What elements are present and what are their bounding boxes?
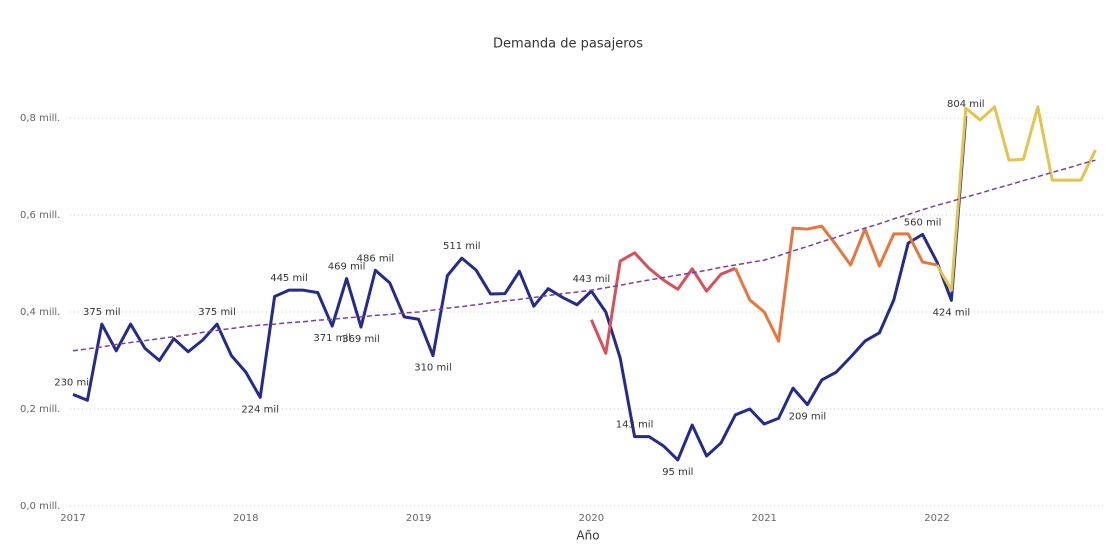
data-label: 375 mil bbox=[198, 307, 236, 318]
y-tick-label: 0,2 mill. bbox=[20, 404, 60, 415]
data-label: 143 mil bbox=[616, 420, 654, 431]
data-label: 375 mil bbox=[83, 307, 121, 318]
series-line bbox=[935, 105, 1097, 292]
data-label: 560 mil bbox=[904, 217, 942, 228]
y-tick-label: 0,6 mill. bbox=[20, 210, 60, 221]
data-label: 310 mil bbox=[414, 363, 452, 374]
y-tick-label: 0,8 mill. bbox=[20, 113, 60, 124]
y-tick-label: 0,0 mill. bbox=[20, 501, 60, 512]
x-tick-label: 2018 bbox=[233, 513, 258, 524]
data-label: 369 mil bbox=[342, 334, 380, 345]
data-label: 445 mil bbox=[270, 273, 308, 284]
x-tick-label: 2019 bbox=[406, 513, 431, 524]
data-label: 469 mil bbox=[328, 262, 366, 273]
data-label: 224 mil bbox=[241, 404, 279, 415]
chart-title: Demanda de pasajeros bbox=[493, 37, 643, 52]
y-tick-label: 0,4 mill. bbox=[20, 307, 60, 318]
data-label: 443 mil bbox=[573, 274, 611, 285]
x-tick-label: 2020 bbox=[579, 513, 604, 524]
x-tick-label: 2017 bbox=[60, 513, 85, 524]
data-label: 511 mil bbox=[443, 241, 481, 252]
data-label: 424 mil bbox=[933, 307, 971, 318]
data-label: 209 mil bbox=[789, 412, 827, 423]
x-axis-title: Año bbox=[576, 529, 599, 543]
x-tick-label: 2021 bbox=[751, 513, 776, 524]
data-label: 371 mil bbox=[313, 333, 351, 344]
data-label: 95 mil bbox=[662, 467, 693, 478]
trend-line bbox=[72, 159, 1096, 352]
series-line bbox=[734, 224, 938, 343]
series-line bbox=[590, 251, 736, 355]
data-label: 230 mil bbox=[54, 377, 92, 388]
x-tick-label: 2022 bbox=[924, 513, 949, 524]
data-label: 804 mil bbox=[947, 99, 985, 110]
data-label: 486 mil bbox=[357, 253, 395, 264]
series-line bbox=[72, 115, 968, 462]
